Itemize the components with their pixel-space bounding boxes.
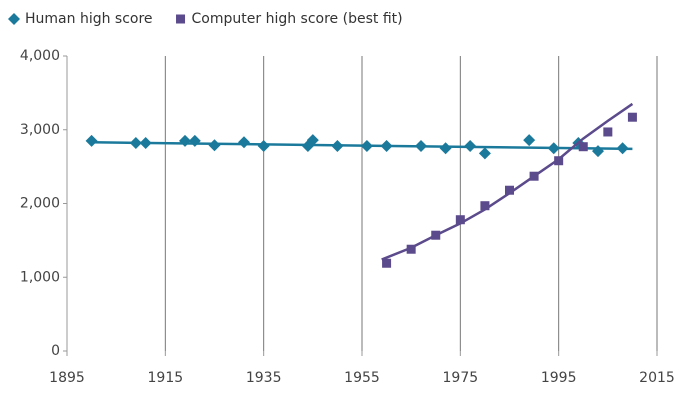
legend-label: Human high score xyxy=(25,11,153,27)
point xyxy=(592,145,604,158)
point xyxy=(523,134,536,147)
point xyxy=(480,201,490,211)
point xyxy=(547,142,560,155)
point xyxy=(179,134,191,147)
point xyxy=(603,127,613,137)
x-tick-label: 1975 xyxy=(443,370,479,386)
legend: Human high score Computer high score (bes… xyxy=(8,11,403,27)
y-tick-label: 2,000 xyxy=(20,196,60,212)
point xyxy=(257,139,270,152)
x-tick-label: 1955 xyxy=(344,370,380,386)
point xyxy=(554,156,564,166)
x-tick-label: 2015 xyxy=(639,370,675,386)
legend-marker xyxy=(8,13,20,25)
y-tick-label: 3,000 xyxy=(20,122,60,138)
point xyxy=(439,142,452,155)
point xyxy=(85,134,98,147)
point xyxy=(431,230,441,240)
legend-label: Computer high score (best fit) xyxy=(192,11,403,27)
point xyxy=(415,139,427,152)
point xyxy=(627,112,637,122)
point xyxy=(139,137,152,150)
x-tick-label: 1915 xyxy=(148,370,184,386)
point xyxy=(129,137,142,150)
point xyxy=(306,134,319,147)
point xyxy=(478,147,491,160)
point xyxy=(360,139,373,152)
y-tick-label: 1,000 xyxy=(20,269,60,285)
point xyxy=(238,136,250,149)
point xyxy=(455,215,465,225)
point xyxy=(188,134,201,147)
point xyxy=(578,142,588,152)
y-tick-label: 4,000 xyxy=(20,48,60,64)
point xyxy=(406,244,416,254)
point xyxy=(505,185,514,195)
point xyxy=(464,139,477,152)
x-tick-label: 1995 xyxy=(541,370,577,386)
point xyxy=(380,139,393,152)
point xyxy=(331,139,344,152)
x-tick-label: 1935 xyxy=(246,370,282,386)
point xyxy=(382,258,392,268)
x-tick-label: 1895 xyxy=(49,370,85,386)
trend-line xyxy=(381,102,634,261)
point xyxy=(616,142,629,155)
y-tick-label: 0 xyxy=(51,343,60,359)
legend-marker xyxy=(176,14,186,24)
point xyxy=(208,139,221,152)
point xyxy=(529,171,539,181)
